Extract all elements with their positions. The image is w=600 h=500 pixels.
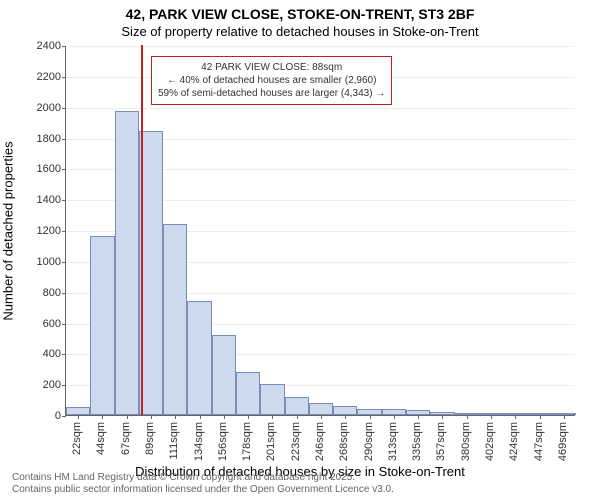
y-tick-label: 1600 (25, 163, 61, 175)
y-tick-mark (62, 262, 66, 263)
chart-subtitle: Size of property relative to detached ho… (0, 24, 600, 39)
x-tick-mark (78, 415, 79, 419)
y-tick-label: 1000 (25, 256, 61, 268)
x-tick-mark (127, 415, 128, 419)
y-tick-mark (62, 139, 66, 140)
x-tick-label: 380sqm (460, 422, 472, 461)
x-tick-mark (175, 415, 176, 419)
histogram-bar (187, 301, 211, 415)
footer-line-1: Contains HM Land Registry data © Crown c… (12, 472, 355, 483)
histogram-bar (66, 407, 90, 415)
y-tick-mark (62, 385, 66, 386)
y-tick-label: 2200 (25, 71, 61, 83)
x-tick-mark (297, 415, 298, 419)
y-tick-label: 400 (25, 348, 61, 360)
y-tick-mark (62, 108, 66, 109)
x-tick-mark (491, 415, 492, 419)
y-tick-label: 0 (25, 410, 61, 422)
y-tick-mark (62, 293, 66, 294)
histogram-bar (333, 406, 357, 415)
x-tick-label: 89sqm (144, 422, 156, 455)
x-tick-label: 134sqm (193, 422, 205, 461)
y-tick-label: 1800 (25, 133, 61, 145)
x-tick-mark (442, 415, 443, 419)
y-tick-label: 2400 (25, 40, 61, 52)
annotation-line-2: ← 40% of detached houses are smaller (2,… (167, 75, 377, 86)
x-tick-label: 469sqm (557, 422, 569, 461)
y-tick-mark (62, 169, 66, 170)
annotation-callout: 42 PARK VIEW CLOSE: 88sqm ← 40% of detach… (151, 56, 392, 105)
plot-area: 42 PARK VIEW CLOSE: 88sqm ← 40% of detach… (65, 46, 575, 416)
histogram-bar (309, 403, 333, 415)
x-tick-label: 44sqm (95, 422, 107, 455)
x-tick-mark (345, 415, 346, 419)
histogram-bar (260, 384, 284, 415)
y-tick-label: 1400 (25, 194, 61, 206)
y-tick-label: 1200 (25, 225, 61, 237)
x-tick-label: 357sqm (435, 422, 447, 461)
x-tick-mark (151, 415, 152, 419)
x-tick-label: 178sqm (241, 422, 253, 461)
x-tick-mark (564, 415, 565, 419)
x-tick-mark (370, 415, 371, 419)
x-tick-label: 424sqm (508, 422, 520, 461)
y-tick-mark (62, 354, 66, 355)
x-tick-label: 111sqm (168, 422, 180, 460)
x-tick-mark (224, 415, 225, 419)
x-tick-label: 447sqm (533, 422, 545, 461)
x-tick-label: 156sqm (217, 422, 229, 461)
x-tick-label: 246sqm (314, 422, 326, 461)
x-tick-label: 201sqm (265, 422, 277, 461)
x-tick-mark (515, 415, 516, 419)
y-axis-label: Number of detached properties (1, 141, 16, 320)
y-tick-label: 200 (25, 379, 61, 391)
x-tick-mark (321, 415, 322, 419)
x-tick-mark (418, 415, 419, 419)
chart-title: 42, PARK VIEW CLOSE, STOKE-ON-TRENT, ST3… (0, 6, 600, 22)
x-tick-mark (540, 415, 541, 419)
annotation-line-3: 59% of semi-detached houses are larger (… (158, 88, 385, 99)
x-tick-mark (272, 415, 273, 419)
y-tick-label: 600 (25, 318, 61, 330)
x-tick-mark (248, 415, 249, 419)
histogram-bar (212, 335, 236, 415)
histogram-bar (163, 224, 187, 415)
attribution-footer: Contains HM Land Registry data © Crown c… (12, 472, 394, 496)
y-tick-label: 800 (25, 287, 61, 299)
histogram-bar (90, 236, 114, 415)
x-tick-mark (102, 415, 103, 419)
x-tick-label: 223sqm (290, 422, 302, 461)
footer-line-2: Contains public sector information licen… (12, 484, 394, 495)
x-tick-mark (200, 415, 201, 419)
histogram-bar (285, 397, 309, 416)
subject-marker-line (141, 45, 143, 415)
y-tick-mark (62, 416, 66, 417)
x-tick-label: 335sqm (411, 422, 423, 461)
x-tick-mark (467, 415, 468, 419)
chart-container: 42, PARK VIEW CLOSE, STOKE-ON-TRENT, ST3… (0, 0, 600, 500)
histogram-bar (115, 111, 139, 415)
x-tick-label: 313sqm (387, 422, 399, 461)
x-tick-label: 268sqm (338, 422, 350, 461)
y-tick-label: 2000 (25, 102, 61, 114)
annotation-line-1: 42 PARK VIEW CLOSE: 88sqm (201, 62, 342, 73)
x-tick-label: 402sqm (484, 422, 496, 461)
y-tick-mark (62, 324, 66, 325)
x-tick-label: 290sqm (363, 422, 375, 461)
histogram-bar (236, 372, 260, 415)
x-tick-label: 22sqm (71, 422, 83, 455)
y-tick-mark (62, 77, 66, 78)
x-tick-label: 67sqm (120, 422, 132, 455)
y-tick-mark (62, 200, 66, 201)
y-tick-mark (62, 231, 66, 232)
y-tick-mark (62, 46, 66, 47)
x-tick-mark (394, 415, 395, 419)
